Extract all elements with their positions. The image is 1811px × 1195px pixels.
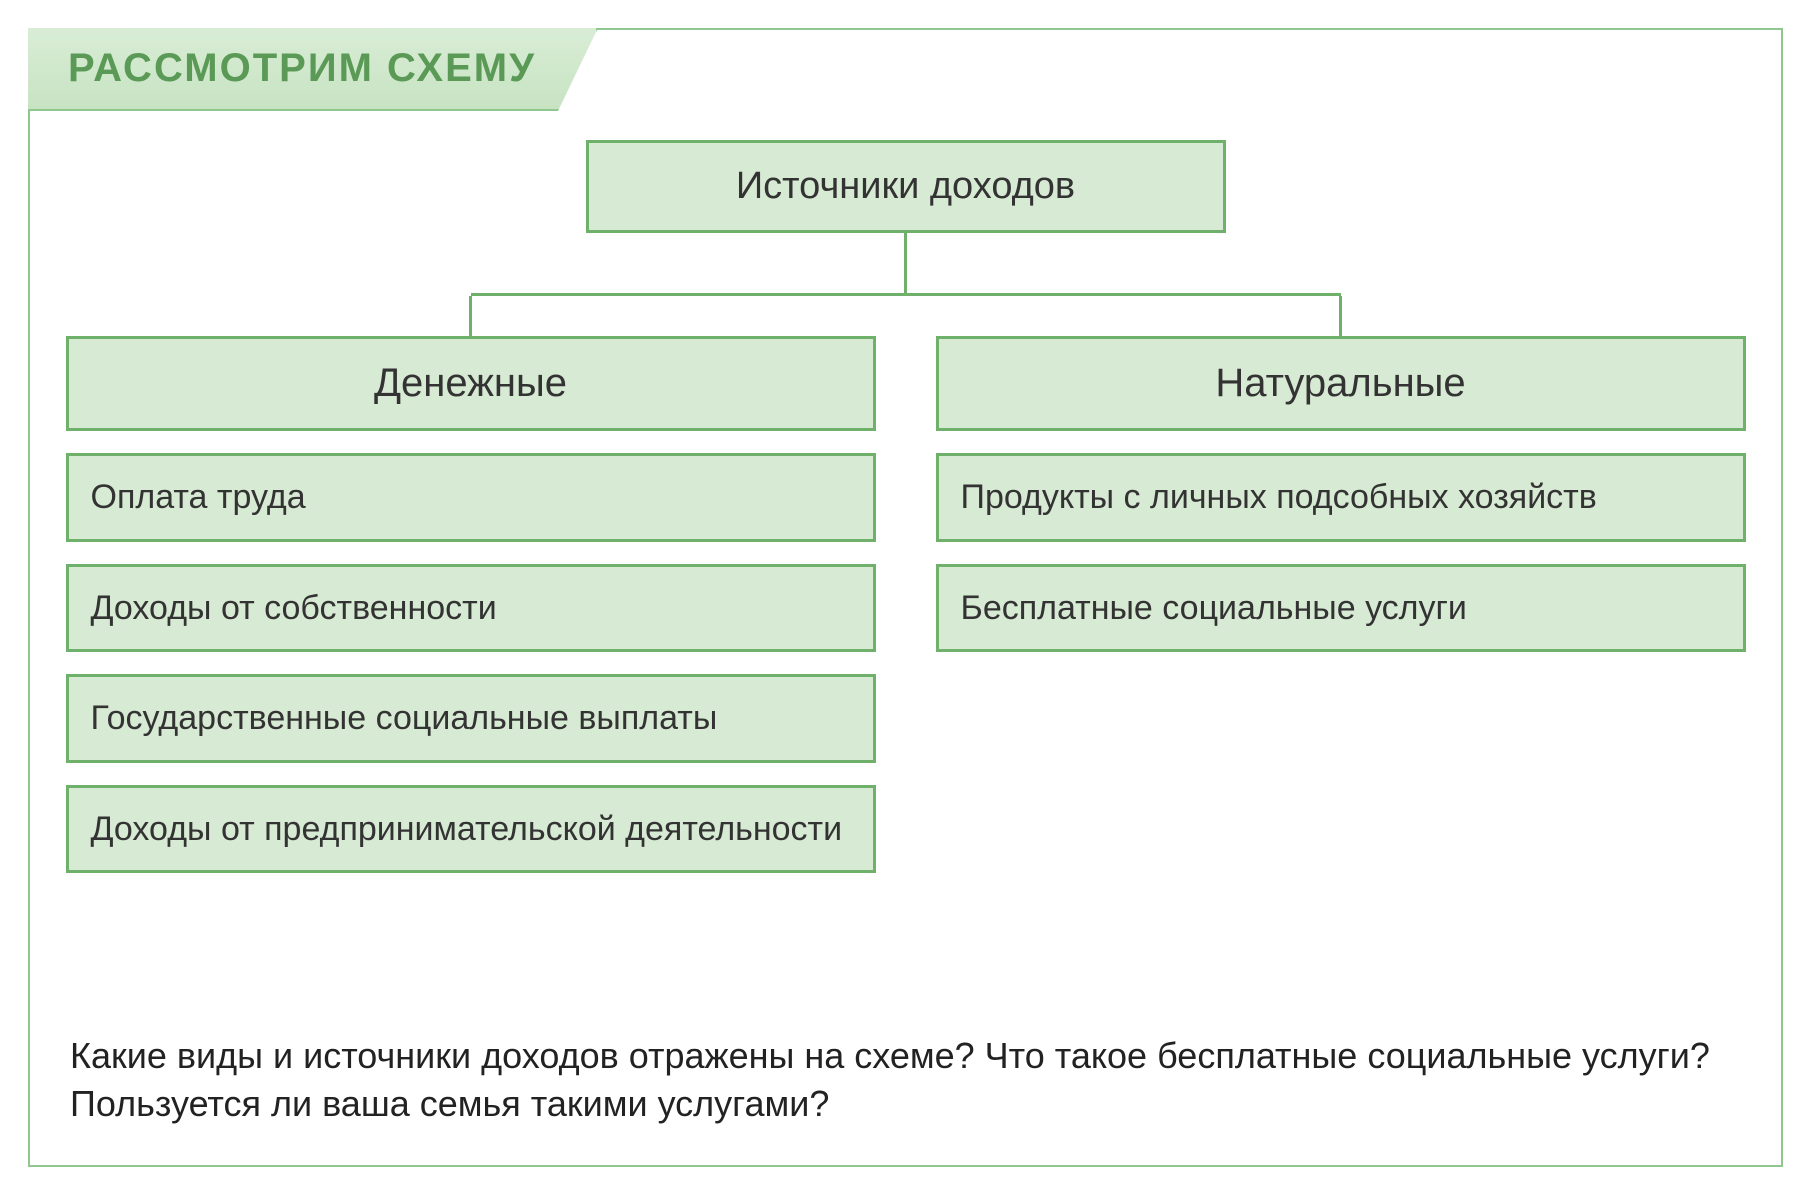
branch-row: Денежные Оплата труда Доходы от собствен… (60, 296, 1751, 895)
item-node: Бесплатные социальные услуги (936, 564, 1746, 653)
item-node: Оплата труда (66, 453, 876, 542)
section-header-label: РАССМОТРИМ СХЕМУ (68, 46, 536, 90)
connector-vline-root (904, 233, 907, 293)
category-node: Натуральные (936, 336, 1746, 431)
question-text: Какие виды и источники доходов отражены … (70, 1032, 1741, 1129)
section-header: РАССМОТРИМ СХЕМУ (28, 28, 598, 111)
root-node: Источники доходов (586, 140, 1226, 233)
connector-hline (471, 293, 1341, 296)
item-node-label: Государственные социальные выплаты (91, 699, 718, 737)
item-node: Государственные социальные выплаты (66, 674, 876, 763)
item-node: Доходы от собственности (66, 564, 876, 653)
category-node-label: Денежные (374, 361, 567, 405)
connector-vline-right (1339, 296, 1342, 336)
connector-vline-left (469, 296, 472, 336)
item-node-label: Продукты с личных подсобных хозяйств (961, 478, 1597, 516)
item-node: Доходы от предпринимательской деятельнос… (66, 785, 876, 874)
item-node-label: Доходы от собственности (91, 589, 497, 627)
branch-natural: Натуральные Продукты с личных подсобных … (936, 296, 1746, 895)
category-node: Денежные (66, 336, 876, 431)
item-node-label: Бесплатные социальные услуги (961, 589, 1467, 627)
diagram-area: Источники доходов Денежные Оплата труда … (60, 140, 1751, 895)
root-node-label: Источники доходов (736, 165, 1075, 207)
item-node-label: Оплата труда (91, 478, 306, 516)
item-node: Продукты с личных подсобных хозяйств (936, 453, 1746, 542)
outer-frame: РАССМОТРИМ СХЕМУ Источники доходов Денеж… (28, 28, 1783, 1167)
item-node-label: Доходы от предпринимательской деятельнос… (91, 810, 843, 848)
question-text-content: Какие виды и источники доходов отражены … (70, 1035, 1710, 1125)
branch-monetary: Денежные Оплата труда Доходы от собствен… (66, 296, 876, 895)
category-node-label: Натуральные (1215, 361, 1465, 405)
